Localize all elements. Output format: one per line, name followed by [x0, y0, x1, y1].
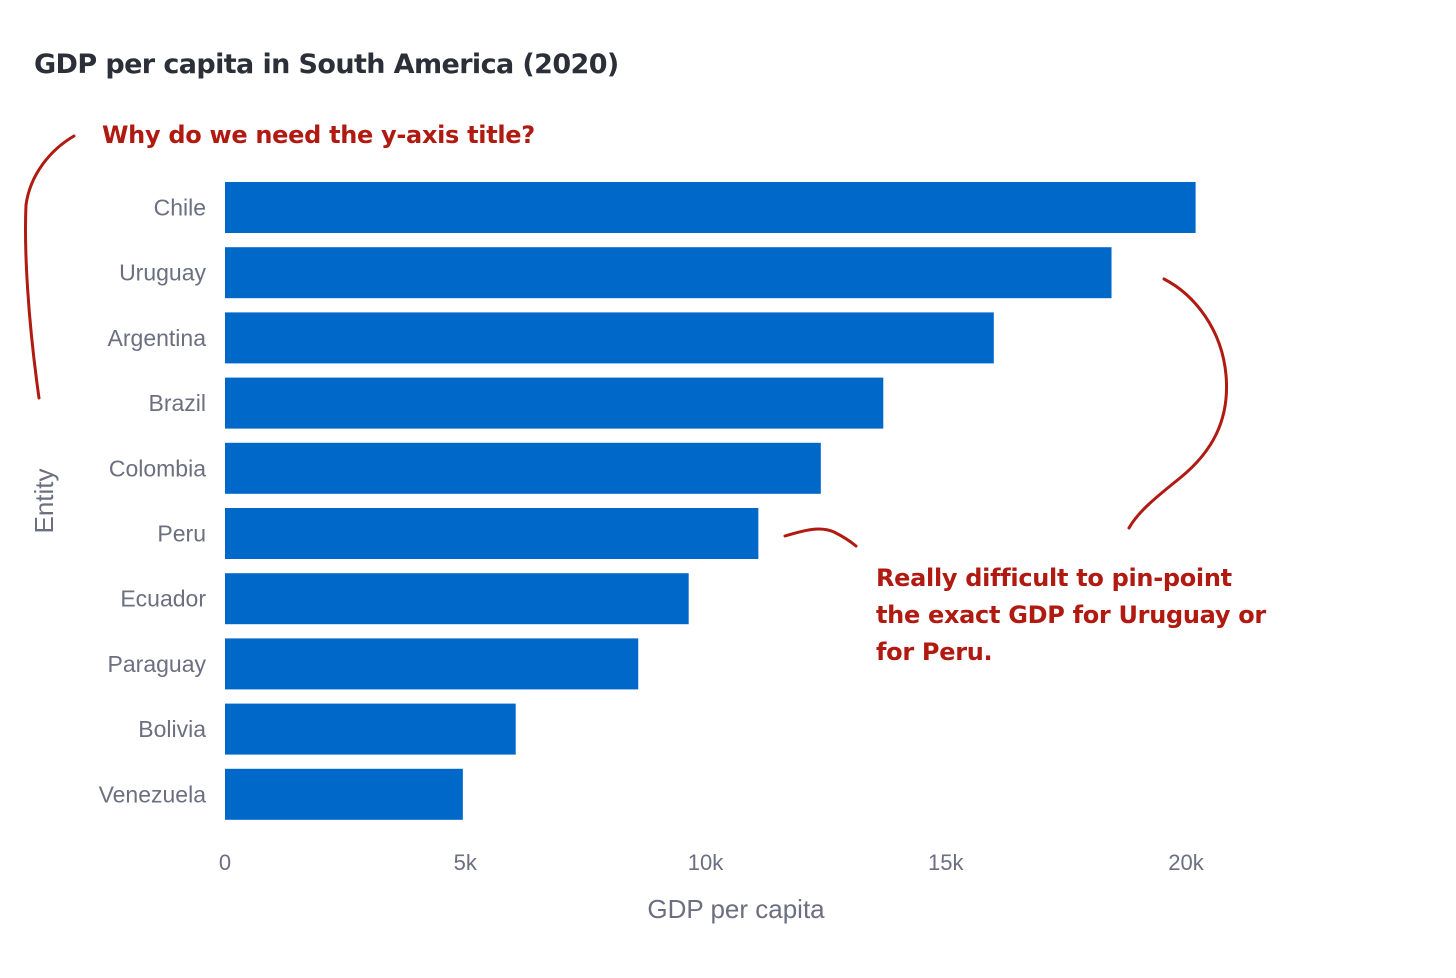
bars-group — [225, 182, 1196, 820]
annotation-precision-line-2: the exact GDP for Uruguay or — [876, 601, 1266, 629]
bar-argentina — [225, 312, 994, 364]
category-label-uruguay: Uruguay — [119, 260, 206, 286]
annotation-peru-pointer — [783, 527, 858, 548]
annotation-precision-line-1: Really difficult to pin-point — [876, 564, 1232, 592]
bar-peru — [225, 508, 759, 559]
category-label-venezuela: Venezuela — [99, 781, 207, 807]
bar-chile — [225, 182, 1196, 233]
bar-venezuela — [225, 768, 463, 820]
x-tick-label: 20k — [1168, 850, 1204, 875]
category-label-argentina: Argentina — [108, 325, 207, 351]
category-label-peru: Peru — [157, 521, 206, 547]
bar-brazil — [225, 377, 884, 429]
y-axis-title: Entity — [29, 468, 59, 533]
annotation-precision-note: Really difficult to pin-point the exact … — [876, 564, 1267, 666]
bar-colombia — [225, 442, 821, 494]
x-tick-label: 5k — [454, 850, 478, 875]
x-tick-labels-group: 0 5k 10k 15k 20k — [219, 850, 1205, 875]
chart-title: GDP per capita in South America (2020) — [34, 49, 619, 80]
category-label-ecuador: Ecuador — [120, 586, 206, 612]
annotation-uruguay-bracket — [1127, 277, 1229, 530]
x-axis-title: GDP per capita — [647, 894, 825, 924]
bar-uruguay — [225, 247, 1112, 299]
category-label-colombia: Colombia — [109, 455, 206, 481]
bar-ecuador — [225, 573, 689, 625]
x-tick-label: 0 — [219, 850, 231, 875]
x-tick-label: 15k — [928, 850, 964, 875]
category-label-brazil: Brazil — [148, 390, 206, 416]
annotation-yaxis-question: Why do we need the y-axis title? — [102, 121, 535, 149]
category-label-paraguay: Paraguay — [108, 651, 207, 677]
category-label-bolivia: Bolivia — [138, 716, 206, 742]
category-label-chile: Chile — [154, 195, 206, 221]
category-labels-group: Chile Uruguay Argentina Brazil Colombia Peru E… — [99, 195, 207, 808]
bar-bolivia — [225, 703, 516, 755]
annotation-precision-line-3: for Peru. — [876, 638, 992, 666]
bar-paraguay — [225, 638, 639, 690]
x-tick-label: 10k — [688, 850, 724, 875]
annotation-bracket-left — [24, 134, 76, 400]
